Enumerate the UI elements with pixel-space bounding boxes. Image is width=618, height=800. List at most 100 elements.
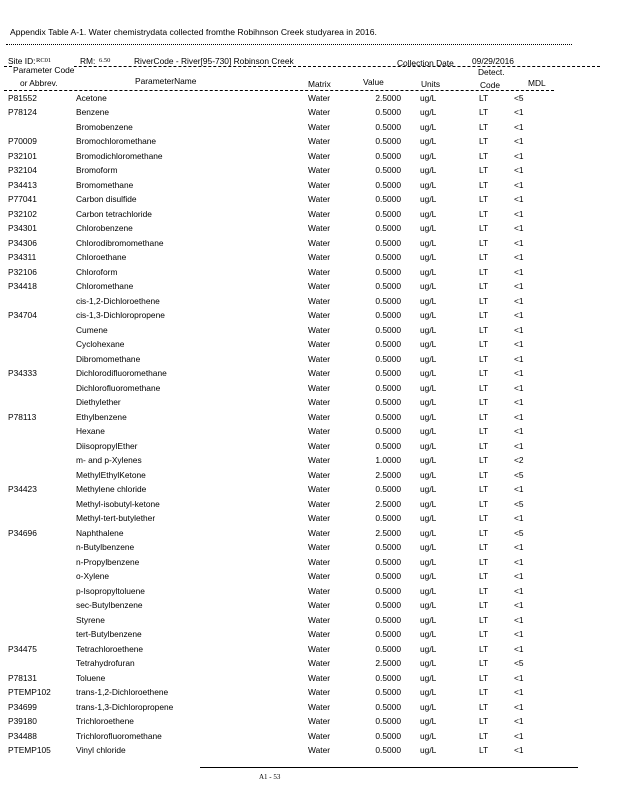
cell-matrix: Water (308, 687, 331, 698)
cell-mdl: <5 (514, 93, 524, 103)
cell-detect: LT (479, 745, 489, 756)
cell-name: o-Xylene (76, 571, 110, 582)
cell-detect: LT (479, 571, 489, 582)
cell-matrix: Water (308, 542, 331, 553)
collection-date: 09/29/2016 (472, 56, 514, 66)
table-row: P77041 Carbon disulfide Water 0.5000 ug/L LT <… (0, 194, 618, 208)
cell-matrix: Water (308, 368, 331, 379)
table-row: P32101 Bromodichloromethane Water 0.5000 ug/… (0, 151, 618, 165)
table-row: P78131 Toluene Water 0.5000 ug/L LT <1 (0, 673, 618, 687)
cell-mdl: <1 (514, 701, 524, 712)
document-title: Appendix Table A-1. Water chemistrydata … (10, 27, 377, 37)
cell-value: 0.5000 (375, 426, 401, 437)
cell-detect: LT (479, 687, 489, 698)
cell-units: ug/L (420, 223, 437, 234)
cell-detect: LT (479, 223, 489, 234)
cell-units: ug/L (420, 339, 437, 350)
cell-code: P32101 (8, 150, 37, 161)
cell-mdl: <1 (514, 614, 524, 625)
cell-detect: LT (479, 165, 489, 176)
cell-matrix: Water (308, 701, 331, 712)
cell-mdl: <1 (514, 252, 524, 263)
cell-detect: LT (479, 353, 489, 364)
cell-mdl: <5 (514, 498, 524, 509)
cell-value: 0.5000 (375, 295, 401, 306)
cell-units: ug/L (420, 484, 437, 495)
cell-code: P34413 (8, 179, 37, 190)
cell-code: PTEMP102 (8, 687, 51, 698)
cell-units: ug/L (420, 687, 437, 698)
cell-detect: LT (479, 469, 489, 480)
cell-matrix: Water (308, 150, 331, 161)
table-row: P32102 Carbon tetrachloride Water 0.5000 ug/… (0, 209, 618, 223)
cell-units: ug/L (420, 745, 437, 756)
cell-matrix: Water (308, 93, 331, 103)
cell-matrix: Water (308, 194, 331, 205)
cell-name: Methylene chloride (76, 484, 147, 495)
cell-name: Methyl-isobutyl-ketone (76, 498, 160, 509)
cell-mdl: <1 (514, 571, 524, 582)
cell-value: 0.5000 (375, 556, 401, 567)
table-row: Bromobenzene Water 0.5000 ug/L LT <1 (0, 122, 618, 136)
cell-detect: LT (479, 716, 489, 727)
cell-mdl: <1 (514, 440, 524, 451)
cell-detect: LT (479, 614, 489, 625)
cell-name: n-Butylbenzene (76, 542, 135, 553)
cell-code: P34306 (8, 237, 37, 248)
cell-matrix: Water (308, 411, 331, 422)
cell-detect: LT (479, 513, 489, 524)
cell-code: P34301 (8, 223, 37, 234)
cell-code: P32102 (8, 208, 37, 219)
cell-value: 2.5000 (375, 498, 401, 509)
cell-mdl: <1 (514, 295, 524, 306)
cell-detect: LT (479, 397, 489, 408)
site-id-label: Site ID: (8, 56, 36, 66)
cell-units: ug/L (420, 658, 437, 669)
cell-value: 0.5000 (375, 121, 401, 132)
cell-matrix: Water (308, 353, 331, 364)
cell-code: P81552 (8, 93, 37, 103)
cell-units: ug/L (420, 136, 437, 147)
cell-units: ug/L (420, 397, 437, 408)
table-row: PTEMP102 trans-1,2-Dichloroethene Water 0.5… (0, 687, 618, 701)
cell-detect: LT (479, 585, 489, 596)
table-row: P34306 Chlorodibromomethane Water 0.5000 ug/… (0, 238, 618, 252)
cell-detect: LT (479, 194, 489, 205)
cell-mdl: <1 (514, 600, 524, 611)
cell-value: 0.5000 (375, 571, 401, 582)
cell-value: 0.5000 (375, 237, 401, 248)
cell-units: ug/L (420, 310, 437, 321)
cell-code: P78124 (8, 107, 37, 118)
cell-units: ug/L (420, 295, 437, 306)
cell-detect: LT (479, 600, 489, 611)
table-row: Hexane Water 0.5000 ug/L LT <1 (0, 426, 618, 440)
cell-matrix: Water (308, 252, 331, 263)
cell-mdl: <1 (514, 310, 524, 321)
table-row: sec-Butylbenzene Water 0.5000 ug/L LT <1 (0, 600, 618, 614)
cell-name: Ethylbenzene (76, 411, 127, 422)
rm-value: 6.50 (99, 57, 111, 64)
cell-detect: LT (479, 368, 489, 379)
cell-code: P32106 (8, 266, 37, 277)
cell-units: ug/L (420, 281, 437, 292)
cell-name: Carbon disulfide (76, 194, 137, 205)
cell-name: Benzene (76, 107, 110, 118)
cell-value: 0.5000 (375, 382, 401, 393)
table-row: o-Xylene Water 0.5000 ug/L LT <1 (0, 571, 618, 585)
cell-matrix: Water (308, 237, 331, 248)
table-row: cis-1,2-Dichloroethene Water 0.5000 ug/L LT <… (0, 296, 618, 310)
cell-mdl: <1 (514, 107, 524, 118)
cell-matrix: Water (308, 136, 331, 147)
cell-detect: LT (479, 658, 489, 669)
cell-detect: LT (479, 339, 489, 350)
cell-detect: LT (479, 310, 489, 321)
cell-name: Chlorodibromomethane (76, 237, 164, 248)
cell-value: 0.5000 (375, 339, 401, 350)
cell-matrix: Water (308, 382, 331, 393)
cell-code: P78113 (8, 411, 37, 422)
cell-name: n-Propylbenzene (76, 556, 140, 567)
cell-value: 0.5000 (375, 353, 401, 364)
cell-name: Bromomethane (76, 179, 134, 190)
cell-value: 0.5000 (375, 484, 401, 495)
table-row: P78124 Benzene Water 0.5000 ug/L LT <1 (0, 107, 618, 121)
